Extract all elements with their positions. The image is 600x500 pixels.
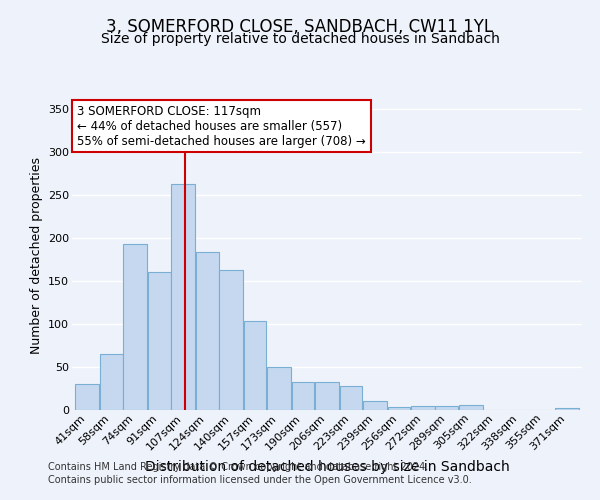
Text: Contains public sector information licensed under the Open Government Licence v3: Contains public sector information licen… <box>48 475 472 485</box>
X-axis label: Distribution of detached houses by size in Sandbach: Distribution of detached houses by size … <box>145 460 509 474</box>
Text: 3 SOMERFORD CLOSE: 117sqm
← 44% of detached houses are smaller (557)
55% of semi: 3 SOMERFORD CLOSE: 117sqm ← 44% of detac… <box>77 104 366 148</box>
Bar <box>219 270 243 410</box>
Bar <box>171 184 195 410</box>
Text: Contains HM Land Registry data © Crown copyright and database right 2024.: Contains HM Land Registry data © Crown c… <box>48 462 428 472</box>
Bar <box>75 384 100 410</box>
Bar <box>554 408 579 410</box>
Bar <box>459 405 483 410</box>
Bar <box>267 367 291 410</box>
Bar <box>148 272 170 410</box>
Text: Size of property relative to detached houses in Sandbach: Size of property relative to detached ho… <box>101 32 499 46</box>
Bar <box>363 402 387 410</box>
Bar <box>292 382 314 410</box>
Y-axis label: Number of detached properties: Number of detached properties <box>29 156 43 354</box>
Bar <box>411 406 435 410</box>
Bar <box>436 406 458 410</box>
Bar <box>340 386 362 410</box>
Text: 3, SOMERFORD CLOSE, SANDBACH, CW11 1YL: 3, SOMERFORD CLOSE, SANDBACH, CW11 1YL <box>106 18 494 36</box>
Bar <box>244 322 266 410</box>
Bar <box>196 252 218 410</box>
Bar <box>123 244 148 410</box>
Bar <box>315 382 339 410</box>
Bar <box>388 408 410 410</box>
Bar <box>100 354 122 410</box>
